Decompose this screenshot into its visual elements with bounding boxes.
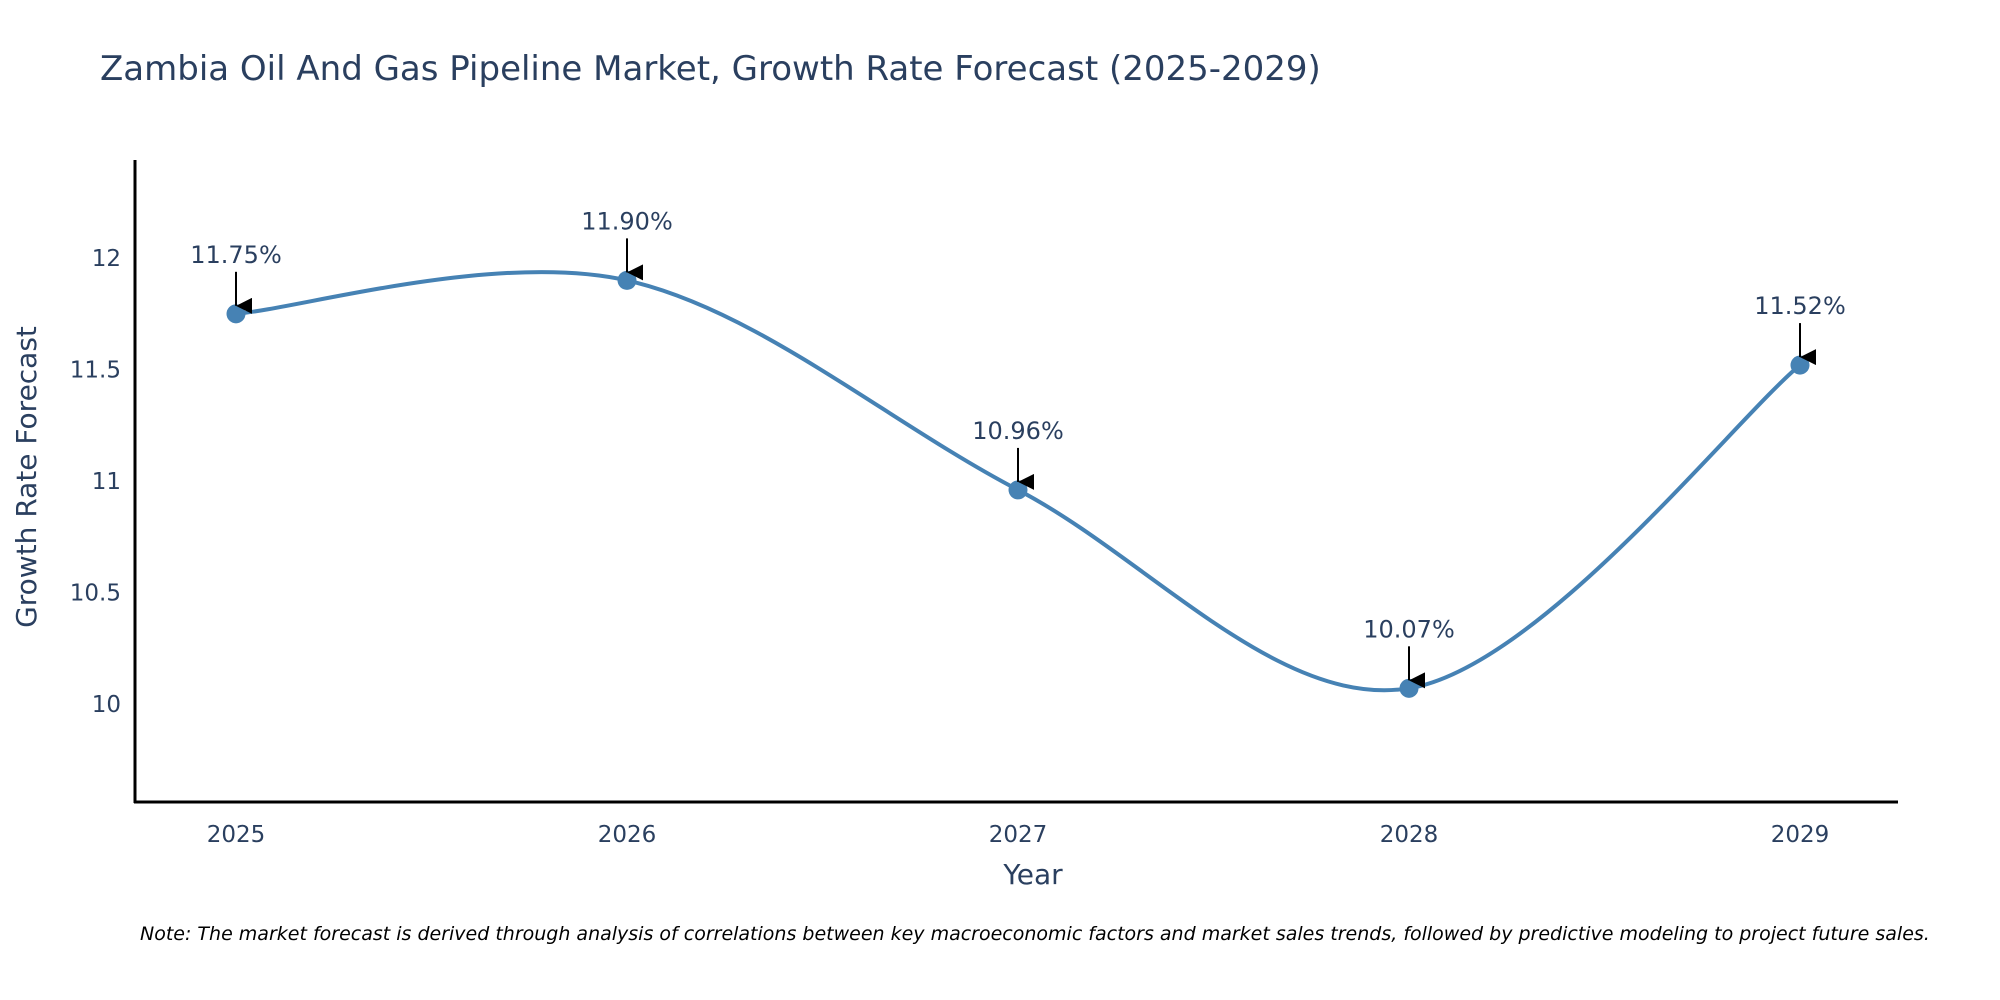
y-tick-label: 11.5 — [70, 358, 121, 384]
data-point — [226, 304, 246, 324]
data-label: 10.96% — [972, 417, 1064, 445]
x-tick-label: 2027 — [989, 822, 1048, 848]
x-tick-label: 2028 — [1380, 822, 1439, 848]
data-label: 11.90% — [581, 207, 673, 235]
y-tick-label: 11 — [92, 469, 121, 495]
data-point — [1008, 480, 1028, 500]
y-tick-label: 10 — [92, 692, 121, 718]
x-axis-title: Year — [1002, 858, 1063, 891]
data-point — [1399, 678, 1419, 698]
data-label: 10.07% — [1363, 615, 1455, 643]
footnote: Note: The market forecast is derived thr… — [140, 923, 1930, 945]
x-tick-label: 2029 — [1771, 822, 1830, 848]
x-tick-label: 2026 — [598, 822, 657, 848]
series-line — [235, 270, 1802, 693]
data-point — [1790, 355, 1810, 375]
y-axis-title: Growth Rate Forecast — [10, 326, 43, 628]
data-label: 11.75% — [190, 241, 282, 269]
y-tick-label: 10.5 — [70, 580, 121, 606]
data-point — [617, 270, 637, 290]
plot-area: 10 10.5 11 11.5 12 2025 2026 2027 2028 2029 11.75%… — [70, 160, 1898, 848]
chart-title: Zambia Oil And Gas Pipeline Market, Grow… — [100, 49, 1321, 89]
y-tick-label: 12 — [92, 246, 121, 272]
data-label: 11.52% — [1754, 292, 1846, 320]
x-tick-label: 2025 — [207, 822, 266, 848]
